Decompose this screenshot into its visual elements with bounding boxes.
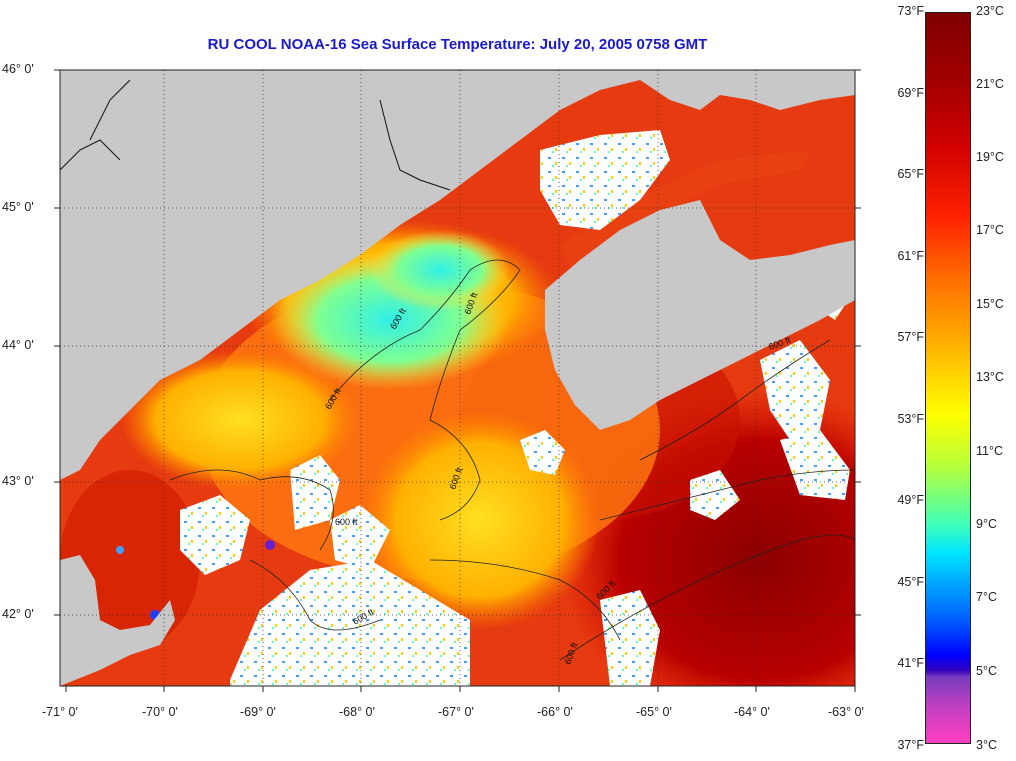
colorbar-c-label: 15°C xyxy=(976,297,1004,311)
colorbar-c-label: 3°C xyxy=(976,738,997,752)
colorbar-f-label: 49°F xyxy=(897,493,924,507)
lon-label: -64° 0' xyxy=(734,705,770,719)
colorbar-f-label: 73°F xyxy=(897,4,924,18)
colorbar-f-label: 41°F xyxy=(897,656,924,670)
cool-water-north xyxy=(370,230,510,310)
colorbar-f-label: 45°F xyxy=(897,575,924,589)
lon-label: -66° 0' xyxy=(537,705,573,719)
colorbar-c-label: 7°C xyxy=(976,590,997,604)
cold-speck-1 xyxy=(265,540,275,550)
colorbar-c-label: 23°C xyxy=(976,4,1004,18)
colorbar-c-label: 5°C xyxy=(976,664,997,678)
lat-label: 43° 0' xyxy=(2,474,34,488)
lon-label: -70° 0' xyxy=(142,705,178,719)
bathymetry-contours xyxy=(169,259,855,661)
colorbar-f-label: 65°F xyxy=(897,167,924,181)
lat-label: 45° 0' xyxy=(2,200,34,214)
colorbar-c-label: 9°C xyxy=(976,517,997,531)
colorbar-f-label: 69°F xyxy=(897,86,924,100)
graticule xyxy=(60,70,855,686)
colorbar-f-label: 37°F xyxy=(897,738,924,752)
colorbar-c-label: 13°C xyxy=(976,370,1004,384)
colorbar-f-label: 57°F xyxy=(897,330,924,344)
colorbar-f-label: 61°F xyxy=(897,249,924,263)
colorbar-c-label: 21°C xyxy=(976,77,1004,91)
contour-label: 600 ft xyxy=(335,517,358,527)
border-lines xyxy=(60,79,451,191)
lat-label: 44° 0' xyxy=(2,338,34,352)
colorbar-c-label: 17°C xyxy=(976,223,1004,237)
frame-ticks xyxy=(54,69,861,692)
yellow-zone-2 xyxy=(120,350,360,490)
map-frame xyxy=(59,69,856,687)
lat-label: 46° 0' xyxy=(2,62,34,76)
sst-map: 600 ft 600 ft 600 ft 600 ft 600 ft 600 f… xyxy=(54,69,861,692)
land-nova-scotia xyxy=(545,200,855,430)
lon-label: -65° 0' xyxy=(636,705,672,719)
lon-label: -68° 0' xyxy=(339,705,375,719)
lon-label: -67° 0' xyxy=(438,705,474,719)
colorbar-f-label: 53°F xyxy=(897,412,924,426)
land-massachusetts xyxy=(60,555,175,686)
colorbar-c-label: 19°C xyxy=(976,150,1004,164)
lon-label: -69° 0' xyxy=(240,705,276,719)
lat-label: 42° 0' xyxy=(2,607,34,621)
map-title: RU COOL NOAA-16 Sea Surface Temperature:… xyxy=(207,36,708,53)
cloud-cover xyxy=(180,130,855,686)
lon-label: -71° 0' xyxy=(42,705,78,719)
lon-label: -63° 0' xyxy=(828,705,864,719)
colorbar-c-label: 11°C xyxy=(976,444,1004,458)
cold-speck-3 xyxy=(116,546,124,554)
land-maine xyxy=(60,70,855,480)
temperature-colorbar xyxy=(925,12,971,744)
